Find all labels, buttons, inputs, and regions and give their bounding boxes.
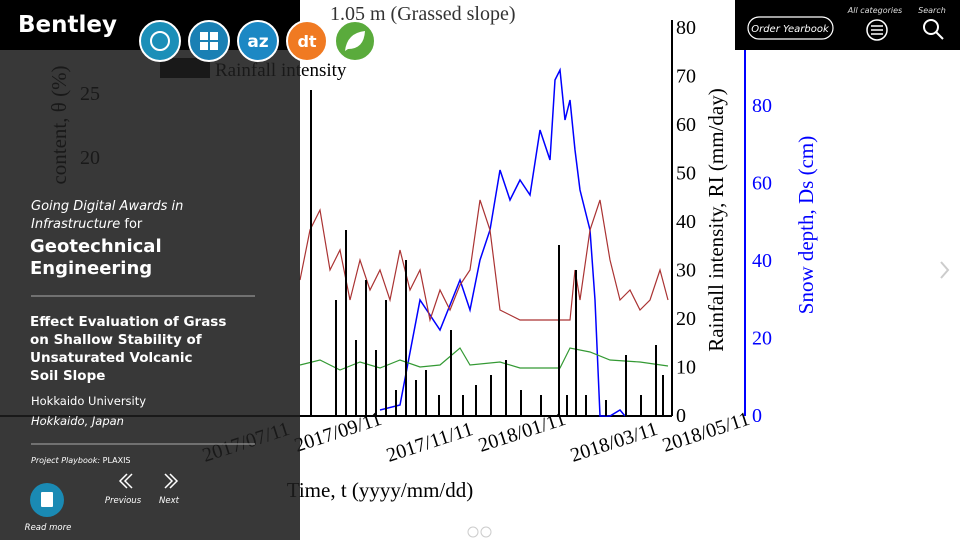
rain-bar	[395, 390, 397, 416]
grid-glyph	[210, 32, 218, 40]
previous-button[interactable]	[118, 473, 133, 489]
category: Geotechnical	[30, 236, 162, 257]
figure-title: 1.05 m (Grassed slope)	[330, 3, 516, 25]
rain-bar	[625, 355, 627, 416]
globe-glyph	[150, 31, 170, 51]
award-italic: Infrastructure	[31, 217, 120, 232]
project-title: Effect Evaluation of Grass	[30, 314, 226, 330]
side-panel	[0, 0, 300, 540]
search-button[interactable]	[923, 19, 939, 35]
rainfall-tick-label: 60	[676, 114, 696, 136]
rain-bar	[425, 370, 427, 416]
rain-bar	[575, 270, 577, 416]
next-button[interactable]	[164, 473, 179, 489]
previous-label: Previous	[105, 496, 142, 506]
rain-bar	[365, 280, 367, 416]
rain-bar	[450, 330, 452, 416]
playbook-label: Project Playbook:	[31, 456, 100, 465]
az-glyph: az	[247, 32, 268, 52]
rain-bar	[662, 375, 664, 416]
x-axis-label: Time, t (yyyy/mm/dd)	[287, 478, 474, 502]
dt-glyph: dt	[297, 32, 316, 51]
rain-bar	[655, 345, 657, 416]
rainfall-tick-label: 80	[676, 17, 696, 39]
rain-bar	[345, 230, 347, 416]
award-line: Going Digital Awards in	[31, 199, 183, 214]
az-icon[interactable]	[237, 20, 279, 62]
rain-bar	[385, 300, 387, 416]
search-label: Search	[918, 6, 946, 15]
order-button[interactable]	[747, 16, 834, 40]
snow-tick-label: 40	[752, 250, 772, 272]
rain-bar	[415, 380, 417, 416]
rain-bar	[355, 340, 357, 416]
rainfall-tick-label: 70	[676, 66, 696, 88]
award-rest: for	[124, 217, 143, 232]
rain-bar	[520, 390, 522, 416]
order-button-label: Order Yearbook	[751, 24, 830, 35]
rain-bar	[585, 395, 587, 416]
pager-dot[interactable]	[467, 526, 479, 538]
grid-glyph	[210, 42, 218, 50]
snow-axis-label: Snow depth, Ds (cm)	[794, 136, 818, 314]
menu-button[interactable]	[866, 19, 888, 41]
next-slide-arrow[interactable]	[940, 261, 950, 279]
snow-tick-label: 20	[752, 328, 772, 350]
rainfall-tick-label: 0	[676, 405, 686, 427]
rain-bar	[405, 260, 407, 416]
globe-icon[interactable]	[139, 20, 181, 62]
award-line: Infrastructure for	[31, 217, 143, 232]
grid-glyph	[200, 42, 208, 50]
rain-bar	[490, 375, 492, 416]
search-glyph	[935, 31, 944, 40]
location: Hokkaido, Japan	[31, 414, 124, 428]
rain-bar	[558, 245, 560, 416]
rain-bar	[640, 395, 642, 416]
category-icons: az dt	[139, 20, 376, 62]
rain-bar	[566, 395, 568, 416]
rainfall-tick-label: 20	[676, 308, 696, 330]
grid-icon[interactable]	[188, 20, 230, 62]
rainfall-tick-label: 50	[676, 163, 696, 185]
rainfall-tick-label: 30	[676, 260, 696, 282]
rainfall-axis-label: Rainfall intensity, RI (mm/day)	[704, 88, 728, 351]
logo[interactable]: Bentley	[18, 12, 117, 38]
pager-dot[interactable]	[480, 526, 492, 538]
snow-line	[379, 67, 626, 417]
next-label: Next	[159, 496, 180, 506]
rain-bar	[438, 395, 440, 416]
grid-glyph	[200, 32, 208, 40]
leaf-glyph	[345, 31, 365, 51]
all-categories-label: All categories	[847, 6, 902, 15]
organization: Hokkaido University	[31, 394, 146, 408]
playbook-value: PLAXIS	[103, 456, 131, 465]
project-title: Soil Slope	[30, 368, 105, 384]
menu-glyph	[871, 25, 883, 35]
rain-bar	[335, 300, 337, 416]
panel-text: Going Digital Awards in Infrastructure f…	[25, 199, 255, 533]
water-content-line	[299, 199, 669, 323]
rain-bar	[540, 395, 542, 416]
rain-bar	[375, 350, 377, 416]
snow-tick-label: 60	[752, 173, 772, 195]
rain-bar	[310, 90, 312, 416]
rain-bar	[462, 395, 464, 416]
project-title: on Shallow Stability of	[30, 332, 202, 348]
rainfall-tick-label: 10	[676, 357, 696, 379]
project-title: Unsaturated Volcanic	[30, 350, 193, 366]
rainfall-bars	[310, 90, 664, 416]
top-bar-right	[735, 0, 960, 50]
rain-bar	[605, 400, 607, 416]
dt-icon[interactable]	[286, 20, 328, 62]
book-glyph	[41, 492, 53, 507]
snow-tick-label: 80	[752, 95, 772, 117]
category: Engineering	[30, 258, 152, 279]
rain-bar	[505, 360, 507, 416]
playbook: Project Playbook: PLAXIS	[31, 456, 131, 465]
rainfall-tick-label: 40	[676, 211, 696, 233]
snow-tick-label: 0	[752, 405, 762, 427]
read-more-label: Read more	[25, 523, 72, 533]
rain-bar	[475, 385, 477, 416]
